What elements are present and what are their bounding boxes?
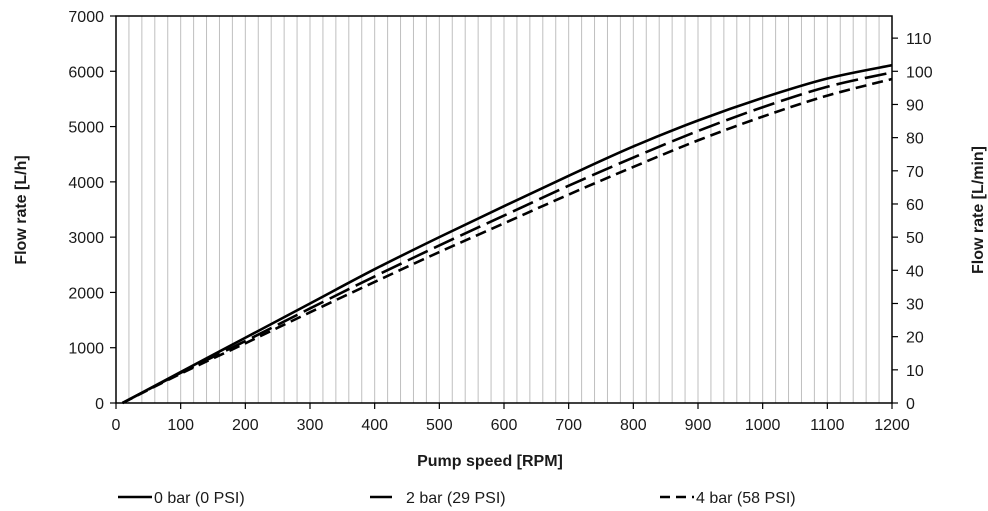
y2-tick-label: 40 (906, 263, 924, 280)
y2-tick-label: 30 (906, 296, 924, 313)
x-tick-label: 1100 (810, 417, 845, 434)
legend-label-2: 4 bar (58 PSI) (696, 490, 796, 507)
x-tick-label: 1000 (745, 417, 781, 434)
y2-tick-label: 90 (906, 97, 924, 114)
y2-tick-label: 60 (906, 197, 924, 214)
y2-tick-label: 70 (906, 164, 924, 181)
grid (128, 16, 880, 403)
y2-axis-ticks: 0 10 20 30 40 50 60 70 80 90 100 110 (892, 31, 933, 413)
x-axis-title: Pump speed [RPM] (417, 453, 563, 470)
x-tick-label: 400 (361, 417, 388, 434)
y2-tick-label: 10 (906, 363, 924, 380)
series-layer (121, 63, 893, 405)
series-line-1 (121, 71, 893, 405)
y-tick-label: 7000 (68, 9, 104, 26)
y2-tick-label: 80 (906, 131, 924, 148)
x-axis-ticks: 0 100 200 300 400 500 600 700 800 900 1000 1100 1200 (112, 403, 910, 434)
y2-axis-title: Flow rate [L/min] (970, 146, 987, 274)
y-axis-title: Flow rate [L/h] (13, 155, 30, 264)
y2-tick-label: 0 (906, 396, 915, 413)
legend-label-1: 2 bar (29 PSI) (406, 490, 506, 507)
y2-tick-label: 50 (906, 230, 924, 247)
x-tick-label: 100 (167, 417, 194, 434)
series-line-2 (121, 77, 893, 405)
legend-label-0: 0 bar (0 PSI) (154, 490, 245, 507)
legend: 0 bar (0 PSI) 2 bar (29 PSI) 4 bar (58 PSI… (118, 490, 796, 507)
series-line-0 (121, 63, 893, 405)
y-tick-label: 6000 (68, 64, 104, 81)
x-tick-label: 900 (685, 417, 712, 434)
x-tick-label: 800 (620, 417, 647, 434)
y-tick-label: 1000 (68, 341, 104, 358)
x-tick-label: 700 (555, 417, 582, 434)
x-tick-label: 1200 (874, 417, 910, 434)
y-axis-ticks: 0 1000 2000 3000 4000 5000 6000 7000 (68, 9, 116, 413)
x-tick-label: 500 (426, 417, 453, 434)
x-tick-label: 0 (112, 417, 121, 434)
y-tick-label: 3000 (68, 230, 104, 247)
y-tick-label: 4000 (68, 175, 104, 192)
y-tick-label: 2000 (68, 285, 104, 302)
y-tick-label: 0 (95, 396, 104, 413)
x-tick-label: 200 (232, 417, 259, 434)
x-tick-label: 600 (491, 417, 518, 434)
y2-tick-label: 20 (906, 330, 924, 347)
y-tick-label: 5000 (68, 120, 104, 137)
y2-tick-label: 100 (906, 64, 933, 81)
y2-tick-label: 110 (906, 31, 932, 48)
x-tick-label: 300 (297, 417, 324, 434)
